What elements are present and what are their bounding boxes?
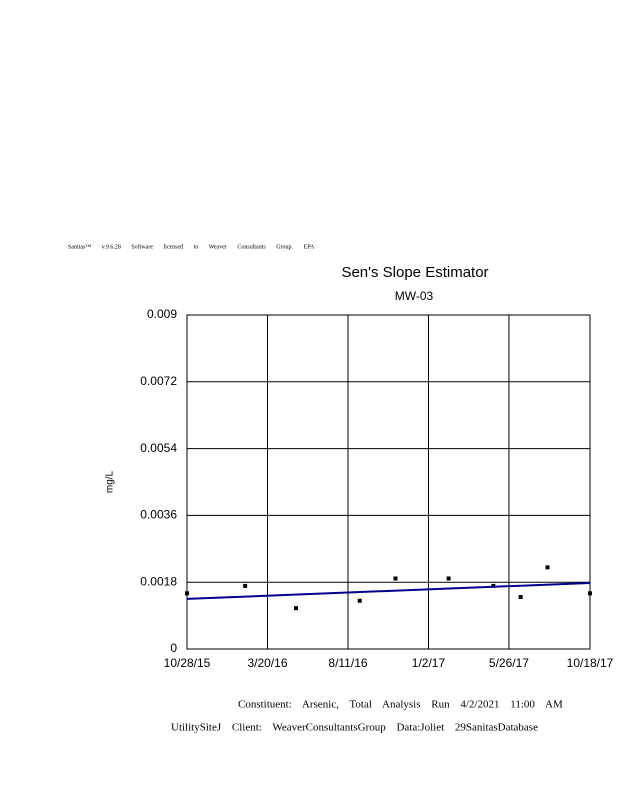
y-tick-label: 0.0054 [140, 441, 177, 455]
y-tick-label: 0.0036 [140, 508, 177, 522]
footer-line: Constituent: Arsenic, Total Analysis Run… [238, 699, 563, 711]
y-tick-label: 0.009 [147, 307, 177, 321]
data-point [393, 576, 398, 581]
y-axis-label: mg/L [105, 470, 116, 493]
data-point [357, 598, 362, 603]
x-tick-label: 1/2/17 [412, 656, 446, 670]
x-tick-label: 5/26/17 [489, 656, 529, 670]
data-point [545, 565, 550, 570]
x-tick-label: 10/28/15 [164, 656, 211, 670]
chart-title: Sen's Slope Estimator [341, 264, 488, 281]
data-point [243, 583, 248, 588]
y-tick-label: 0.0018 [140, 574, 177, 588]
y-tick-label: 0 [170, 641, 177, 655]
footer-line: UtilitySiteJ Client: WeaverConsultantsGr… [171, 722, 538, 734]
x-tick-label: 3/20/16 [247, 656, 287, 670]
data-point [293, 606, 298, 611]
x-tick-label: 8/11/16 [328, 656, 367, 670]
chart-subtitle: MW-03 [395, 289, 434, 303]
trend-line [186, 581, 591, 600]
data-point [446, 576, 451, 581]
header-note: Sanitas™ v.9.6.28 Software licensed to W… [68, 243, 315, 250]
y-tick-label: 0.0072 [140, 374, 177, 388]
plot-frame [186, 314, 591, 650]
data-point [185, 591, 189, 596]
data-point [518, 595, 523, 600]
x-tick-label: 10/18/17 [567, 656, 614, 670]
data-point [588, 591, 592, 596]
